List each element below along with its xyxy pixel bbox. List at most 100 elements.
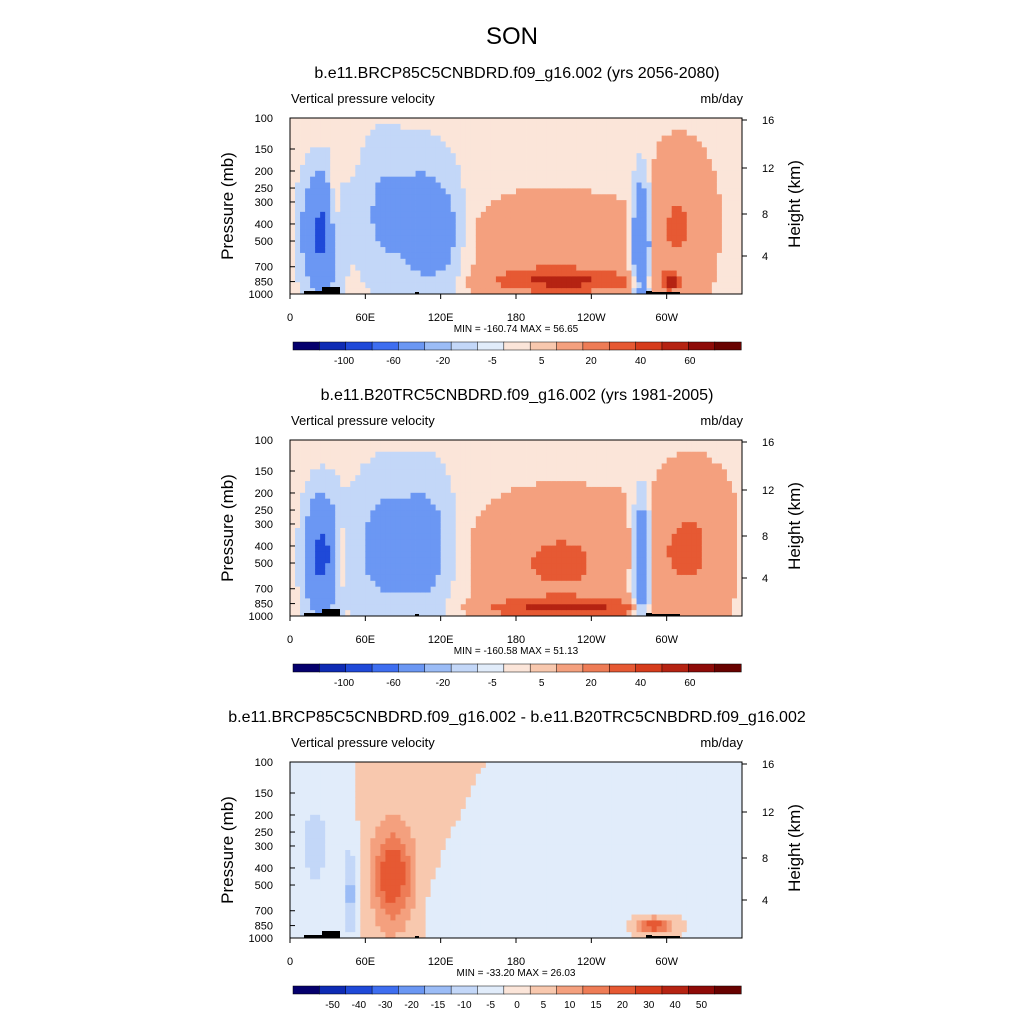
field-cell	[400, 188, 406, 195]
field-cell	[666, 258, 673, 266]
field-cell	[420, 569, 426, 576]
field-cell	[576, 451, 582, 458]
field-cell	[636, 217, 642, 224]
field-cell	[606, 229, 612, 236]
field-cell	[556, 539, 562, 546]
field-cell	[300, 557, 306, 564]
field-cell	[460, 440, 467, 447]
field-cell	[606, 539, 612, 546]
field-cell	[631, 486, 637, 494]
field-cell	[460, 194, 467, 201]
field-cell	[380, 252, 386, 260]
field-cell	[536, 457, 542, 464]
field-cell	[465, 475, 472, 482]
field-cell	[711, 200, 718, 207]
field-cell	[320, 598, 326, 605]
field-cell	[626, 288, 632, 295]
field-cell	[445, 153, 452, 160]
field-cell	[455, 170, 462, 178]
field-cell	[310, 486, 316, 494]
field-cell	[676, 194, 683, 201]
field-cell	[576, 200, 582, 207]
field-cell	[541, 504, 547, 511]
field-cell	[561, 129, 567, 136]
field-cell	[576, 258, 582, 266]
field-cell	[531, 288, 537, 295]
field-cell	[335, 182, 341, 189]
field-cell	[531, 153, 537, 160]
field-cell	[390, 229, 396, 236]
field-cell	[380, 610, 386, 617]
field-cell	[661, 153, 668, 160]
field-cell	[686, 282, 693, 289]
field-cell	[691, 153, 698, 160]
field-cell	[566, 598, 572, 605]
field-cell	[671, 276, 678, 283]
field-cell	[440, 235, 447, 242]
field-cell	[510, 264, 517, 271]
field-cell	[375, 451, 381, 458]
field-cell	[345, 147, 351, 154]
field-cell	[591, 469, 597, 476]
field-cell	[571, 440, 577, 447]
field-cell	[340, 504, 346, 511]
field-cell	[495, 288, 502, 295]
field-cell	[500, 539, 507, 546]
field-cell	[721, 188, 728, 195]
field-cell	[310, 270, 316, 277]
field-cell	[516, 176, 522, 183]
field-cell	[385, 123, 391, 131]
field-cell	[345, 241, 351, 248]
field-cell	[510, 492, 517, 500]
field-cell	[646, 188, 652, 195]
field-cell	[460, 288, 467, 295]
topography-block	[415, 292, 419, 294]
field-cell	[510, 469, 517, 476]
field-cell	[305, 510, 311, 517]
field-cell	[586, 563, 592, 570]
field-cell	[335, 206, 341, 213]
field-cell	[345, 440, 351, 447]
field-cell	[631, 200, 637, 207]
field-cell	[541, 522, 547, 529]
field-cell	[581, 188, 587, 195]
field-cell	[315, 159, 321, 166]
field-cell	[345, 510, 351, 517]
field-cell	[621, 129, 627, 136]
x-tick-label: 180	[507, 312, 525, 324]
field-cell	[295, 463, 301, 470]
field-cell	[325, 282, 331, 289]
field-cell	[601, 469, 607, 476]
field-cell	[591, 522, 597, 529]
field-cell	[425, 545, 432, 552]
field-cell	[516, 551, 522, 558]
field-cell	[460, 217, 467, 224]
field-cell	[721, 241, 728, 248]
field-cell	[556, 481, 562, 488]
field-cell	[430, 445, 437, 453]
field-cell	[455, 557, 462, 564]
field-cell	[350, 451, 356, 458]
field-cell	[536, 539, 542, 546]
field-cell	[490, 141, 497, 148]
field-cell	[325, 194, 331, 201]
field-cell	[430, 516, 437, 523]
field-cell	[521, 223, 527, 230]
field-cell	[310, 264, 316, 271]
field-cell	[390, 451, 396, 458]
field-cell	[646, 176, 652, 183]
field-cell	[711, 135, 718, 142]
field-cell	[360, 604, 366, 611]
field-cell	[470, 528, 477, 535]
field-cell	[410, 510, 416, 517]
field-cell	[641, 469, 647, 476]
field-cell	[365, 141, 371, 148]
field-cell	[345, 176, 351, 183]
field-cell	[616, 528, 622, 535]
field-cell	[611, 557, 617, 564]
field-cell	[450, 451, 457, 458]
field-cell	[410, 252, 416, 260]
field-cell	[370, 610, 376, 617]
field-cell	[380, 276, 386, 283]
field-cell	[510, 510, 517, 517]
